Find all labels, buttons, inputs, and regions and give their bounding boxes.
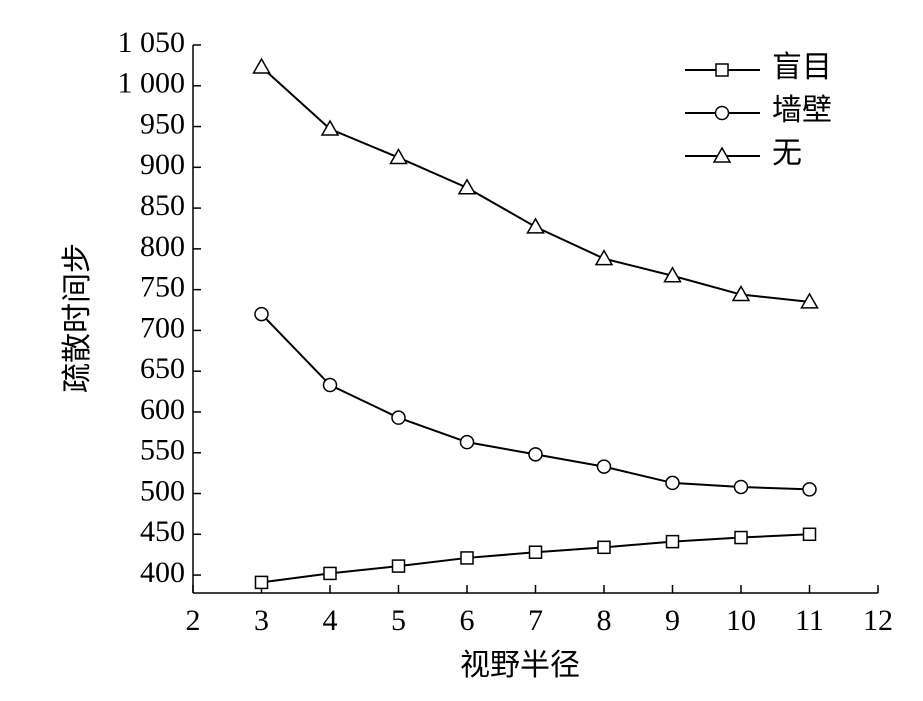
y-tick-label: 500 <box>140 474 185 507</box>
marker <box>597 540 611 555</box>
y-tick-label: 700 <box>140 311 185 344</box>
marker <box>528 447 543 462</box>
x-tick-label: 8 <box>597 604 612 637</box>
y-tick-label: 400 <box>140 556 185 589</box>
y-tick-label: 800 <box>140 230 185 263</box>
marker <box>460 551 474 565</box>
marker <box>731 285 751 302</box>
marker <box>320 119 340 136</box>
x-tick-label: 2 <box>186 604 201 637</box>
marker <box>528 545 543 559</box>
y-tick-label: 600 <box>140 393 185 426</box>
y-tick-label: 1 050 <box>118 26 186 59</box>
legend-label: 墙壁 <box>772 94 832 127</box>
y-tick-label: 1 000 <box>118 67 186 100</box>
x-tick-label: 7 <box>528 604 543 637</box>
marker <box>323 566 337 581</box>
marker <box>322 377 338 393</box>
x-tick-label: 3 <box>254 604 269 637</box>
legend-label: 盲目 <box>772 51 832 84</box>
x-tick-label: 12 <box>863 604 893 637</box>
x-tick-label: 6 <box>460 604 475 637</box>
x-tick-label: 10 <box>726 604 756 637</box>
marker <box>457 178 477 195</box>
marker <box>800 292 819 309</box>
y-tick-label: 650 <box>140 352 185 385</box>
x-tick-label: 4 <box>323 604 338 637</box>
marker <box>665 534 680 549</box>
y-tick-label: 450 <box>140 515 185 548</box>
marker <box>389 148 408 165</box>
marker <box>663 266 682 283</box>
marker <box>733 479 749 495</box>
marker <box>665 475 680 491</box>
marker <box>715 63 729 77</box>
marker <box>734 530 748 545</box>
x-tick-label: 11 <box>795 604 824 637</box>
marker <box>526 217 545 234</box>
x-axis-label: 视野半径 <box>460 649 580 682</box>
marker <box>714 105 730 121</box>
series-line <box>260 66 810 303</box>
marker <box>459 434 475 450</box>
y-tick-label: 550 <box>140 434 185 467</box>
y-tick-label: 950 <box>140 107 185 140</box>
y-tick-label: 900 <box>140 148 185 181</box>
marker <box>252 57 271 74</box>
marker <box>254 575 269 590</box>
series-line <box>260 313 810 491</box>
marker <box>391 559 406 573</box>
marker <box>254 306 269 322</box>
marker <box>594 249 614 266</box>
y-axis-label: 疏散时间步 <box>61 243 94 393</box>
x-tick-label: 9 <box>665 604 680 637</box>
marker <box>802 527 817 542</box>
marker <box>802 482 817 497</box>
marker <box>712 146 732 163</box>
x-tick-label: 5 <box>391 604 406 637</box>
y-tick-label: 750 <box>140 271 185 304</box>
y-tick-label: 850 <box>140 189 185 222</box>
legend-label: 无 <box>772 137 802 170</box>
marker <box>596 459 612 474</box>
marker <box>391 410 406 425</box>
